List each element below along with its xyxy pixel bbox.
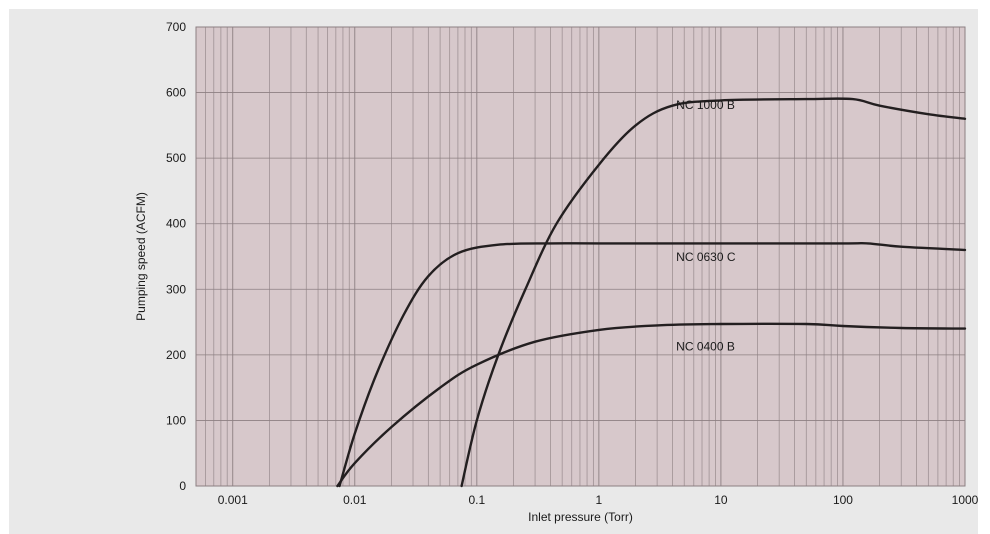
y-tick-label: 400 (166, 217, 186, 231)
chart-panel: NC 1000 B NC 0630 C NC 0400 B 0.001 0.01 0.1… (9, 9, 978, 534)
series-label: NC 0630 C (676, 250, 736, 264)
minor-gridlines (195, 27, 966, 486)
x-tick-label: 10 (714, 493, 728, 507)
y-tick-label: 100 (166, 413, 186, 427)
series-label: NC 0400 B (676, 339, 735, 353)
series-label: NC 1000 B (676, 98, 735, 112)
x-tick-label: 1000 (952, 493, 978, 507)
pumping-speed-chart: NC 1000 B NC 0630 C NC 0400 B 0.001 0.01 0.1… (134, 20, 978, 524)
y-tick-label: 500 (166, 151, 186, 165)
series-line (338, 241, 967, 488)
x-tick-label: 1 (596, 493, 603, 507)
series-line (336, 322, 967, 488)
y-tick-label: 600 (166, 86, 186, 100)
x-tick-label: 100 (833, 493, 853, 507)
series-labels: NC 1000 B NC 0630 C NC 0400 B (676, 98, 736, 353)
y-tick-label: 300 (166, 282, 186, 296)
x-axis-title: Inlet pressure (Torr) (528, 510, 633, 524)
y-axis-title: Pumping speed (ACFM) (134, 192, 148, 321)
y-tick-label: 0 (179, 479, 186, 493)
series-lines (336, 97, 967, 488)
y-tick-label: 700 (166, 20, 186, 34)
plot-frame (195, 26, 966, 487)
x-tick-label: 0.1 (468, 493, 485, 507)
x-axis-ticks: 0.001 0.01 0.1 1 10 100 1000 (218, 493, 978, 507)
y-tick-label: 200 (166, 348, 186, 362)
plot-area (196, 27, 965, 486)
y-axis-ticks: 0 100 200 300 400 500 600 700 (166, 20, 186, 493)
x-tick-label: 0.001 (218, 493, 248, 507)
x-tick-label: 0.01 (343, 493, 367, 507)
